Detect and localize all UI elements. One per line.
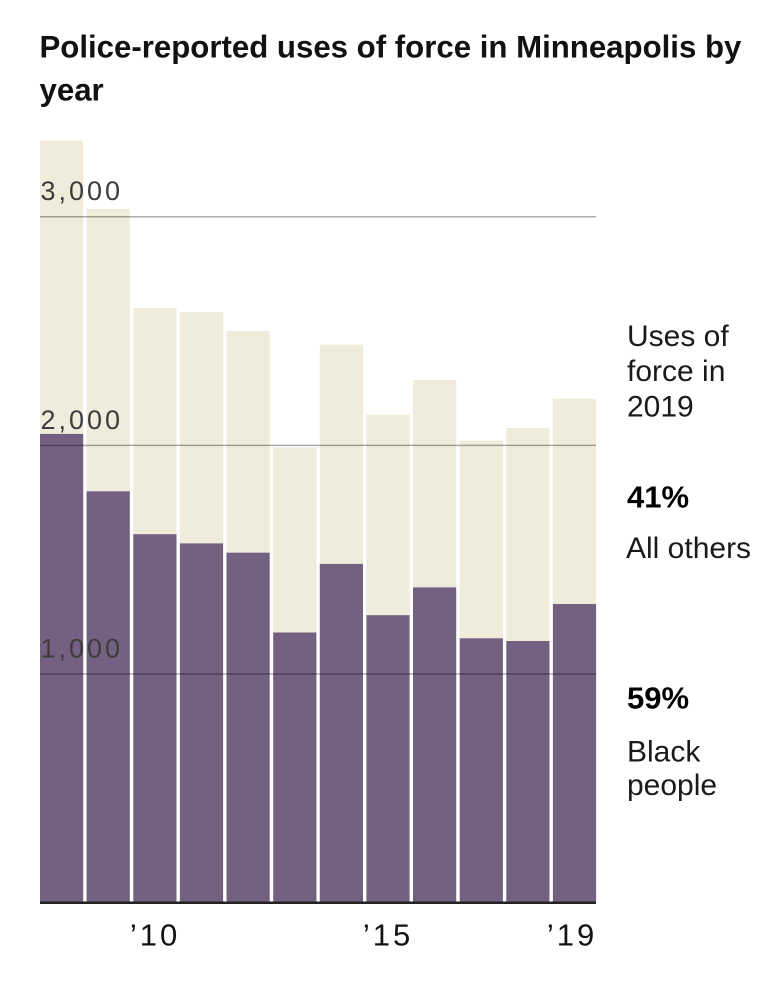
svg-text:Black: Black xyxy=(627,736,701,769)
svg-text:year: year xyxy=(40,73,104,108)
svg-text:people: people xyxy=(627,769,717,802)
svg-text:59%: 59% xyxy=(627,681,689,716)
svg-text:41%: 41% xyxy=(627,479,689,514)
svg-text:’15: ’15 xyxy=(363,918,413,953)
svg-text:1,000: 1,000 xyxy=(41,633,124,663)
svg-text:2019: 2019 xyxy=(627,390,694,423)
svg-text:2,000: 2,000 xyxy=(41,405,124,435)
svg-text:Uses of: Uses of xyxy=(627,320,729,353)
svg-text:’10: ’10 xyxy=(130,918,180,953)
svg-text:All others: All others xyxy=(626,532,751,565)
svg-text:3,000: 3,000 xyxy=(41,176,124,206)
svg-text:force in: force in xyxy=(627,355,725,388)
svg-text:’19: ’19 xyxy=(547,918,597,953)
svg-text:Police-reported uses of force: Police-reported uses of force in Minneap… xyxy=(40,29,743,64)
